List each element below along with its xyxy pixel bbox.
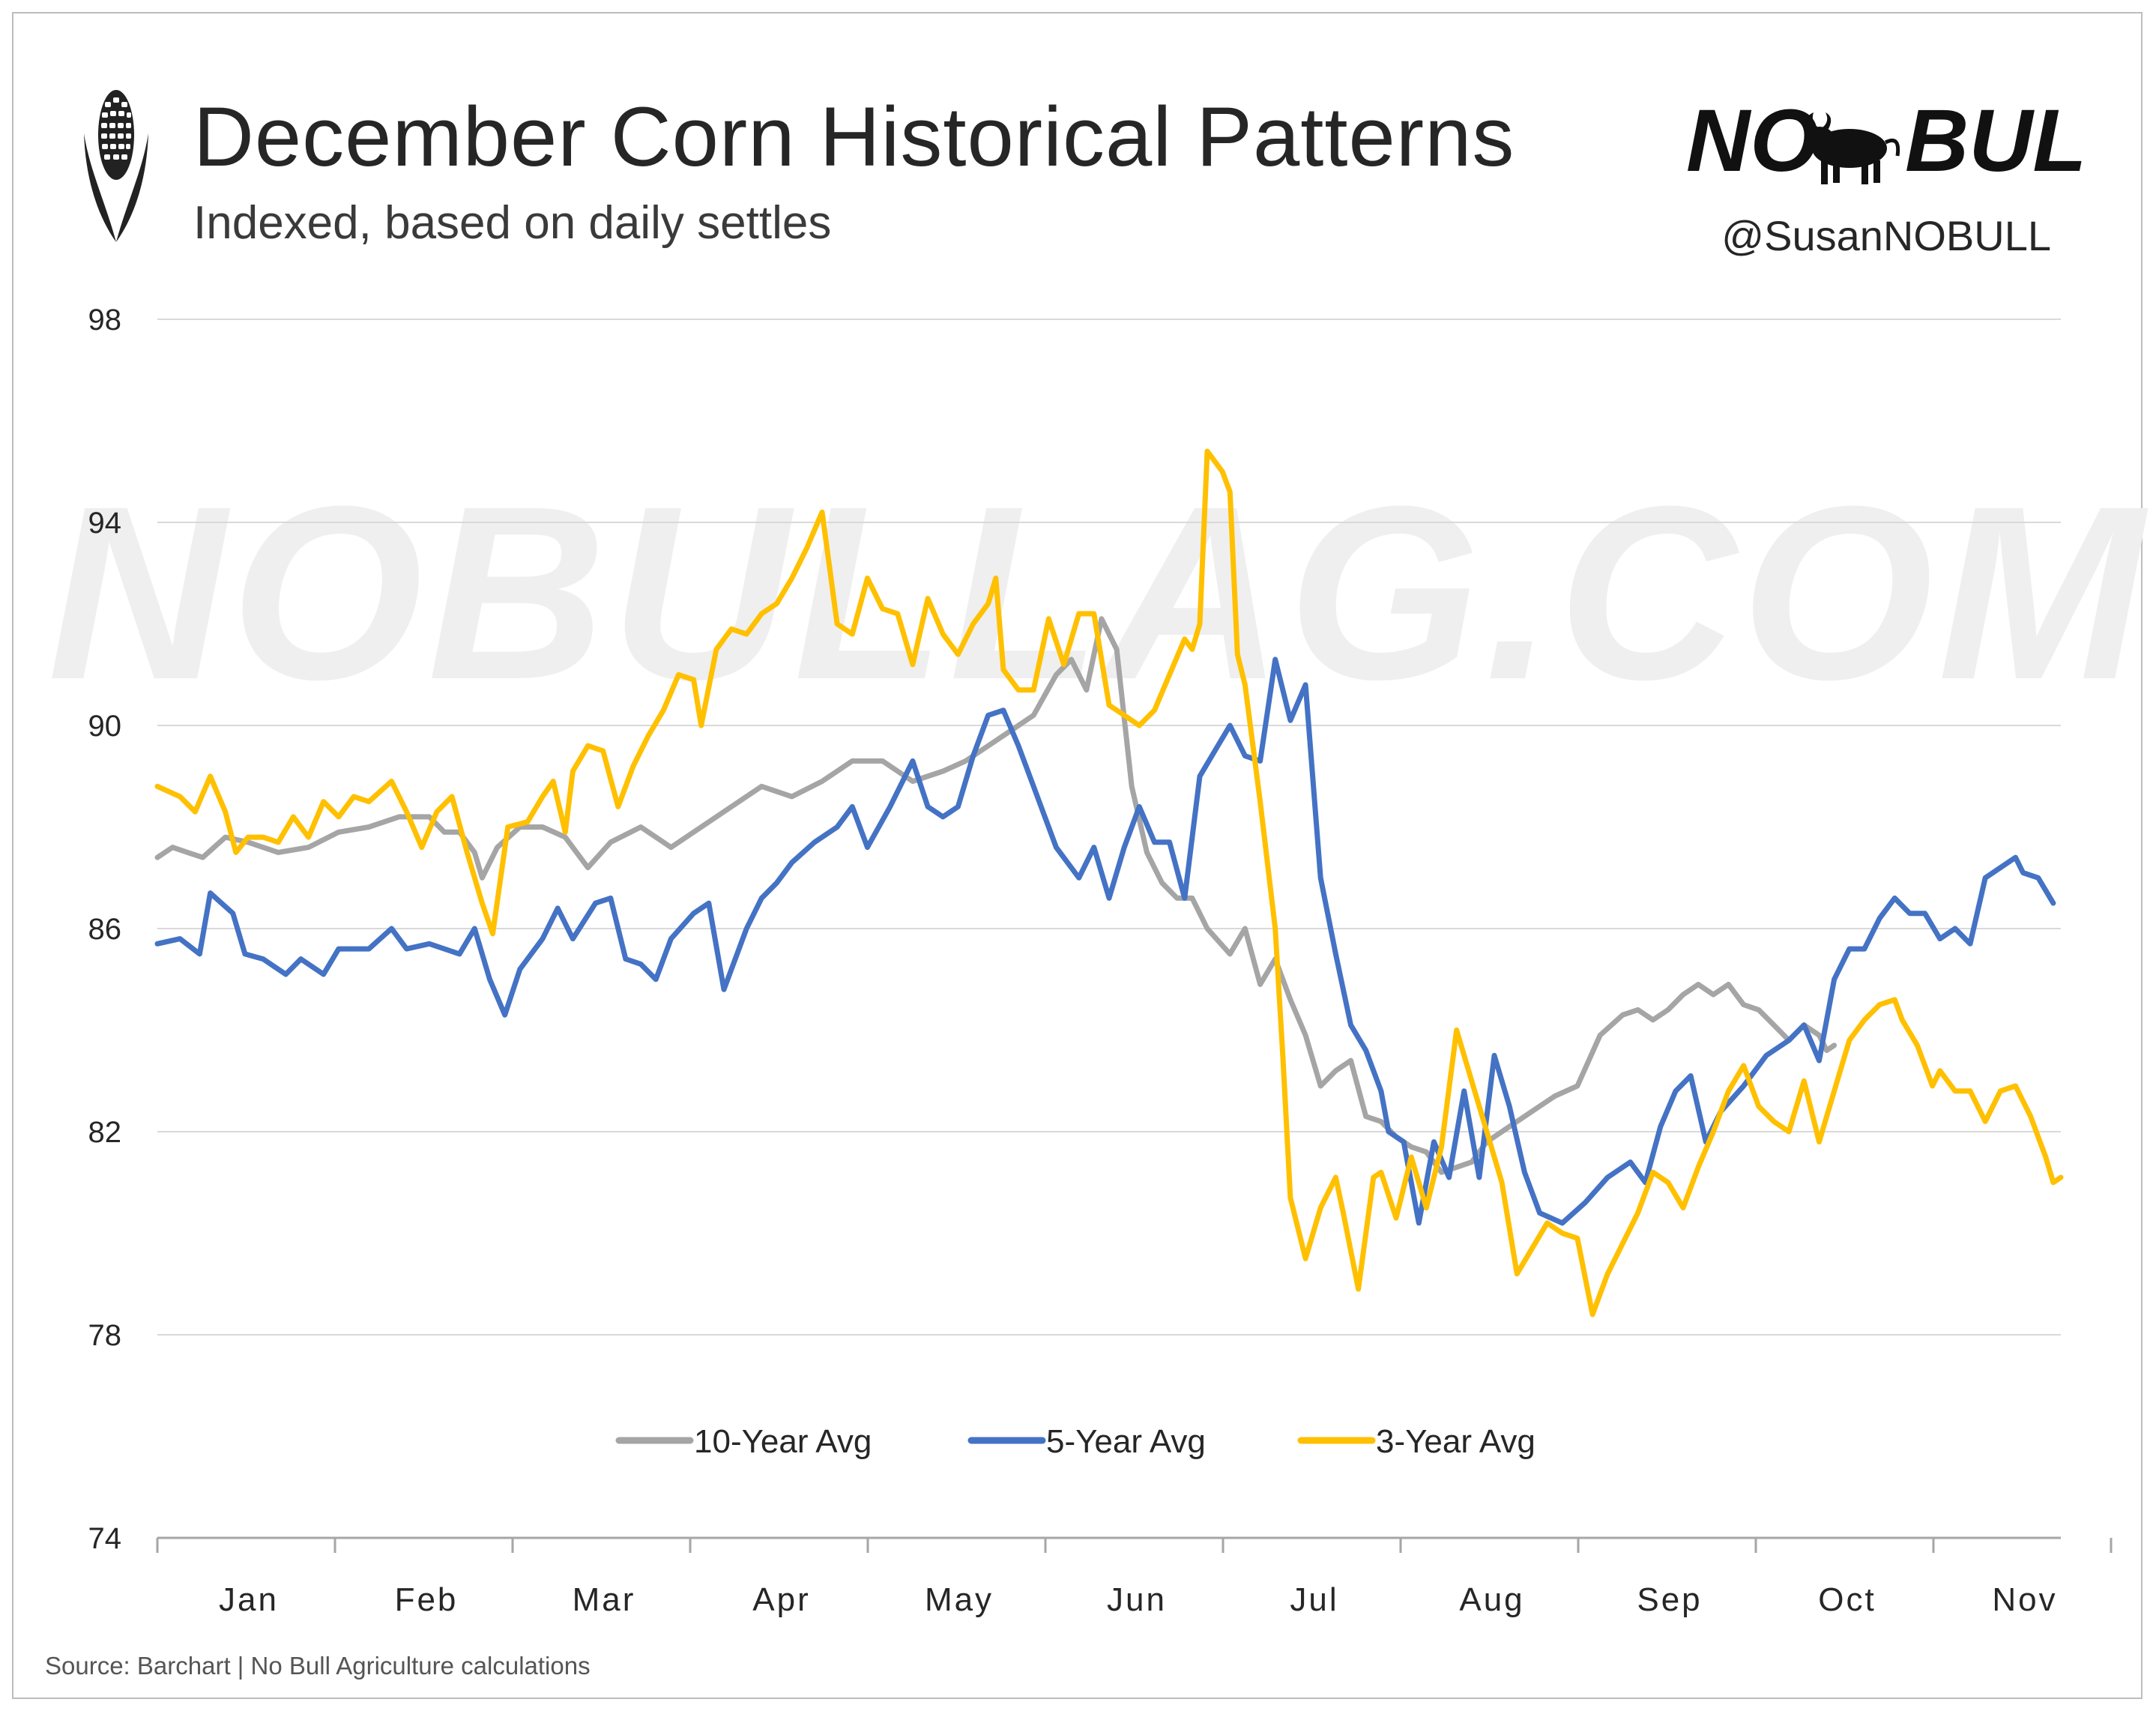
legend: 10-Year Avg 5-Year Avg 3-Year Avg (615, 1423, 1536, 1460)
y-tick-label: 78 (88, 1319, 122, 1352)
x-tick-label-sep: Sep (1637, 1581, 1702, 1618)
y-tick-label: 94 (88, 507, 122, 540)
x-axis: Jan Feb Mar Apr May Jun Jul Aug Sep Oct Nov (156, 1536, 2113, 1618)
y-tick-label: 82 (88, 1116, 122, 1149)
series-line-5yr (154, 657, 2056, 1226)
x-tick-label-oct: Oct (1818, 1581, 1876, 1618)
legend-item: 3-Year Avg (1297, 1423, 1536, 1460)
chart-title: December Corn Historical Patterns (193, 90, 1515, 184)
watermark-text: NOBULLAG.COM (47, 454, 2150, 731)
chart-frame (12, 12, 2143, 1699)
logo-no-text: NO (1686, 91, 1819, 190)
corn-icon (84, 90, 148, 242)
series-lines (154, 448, 2064, 1318)
legend-label: 10-Year Avg (694, 1423, 872, 1460)
x-tick-label-feb: Feb (395, 1581, 459, 1618)
x-tick-label-may: May (925, 1581, 994, 1618)
y-tick-label: 86 (88, 913, 122, 946)
x-tick-label-aug: Aug (1459, 1581, 1524, 1618)
source-note: Source: Barchart | No Bull Agriculture c… (45, 1652, 591, 1680)
chart-subtitle: Indexed, based on daily settles (193, 197, 832, 249)
legend-item: 5-Year Avg (967, 1423, 1206, 1460)
no-bull-logo: NO BULL (1686, 91, 2083, 190)
legend-label: 3-Year Avg (1376, 1423, 1536, 1460)
x-tick-label-mar: Mar (573, 1581, 636, 1618)
x-tick-label-jun: Jun (1107, 1581, 1167, 1618)
twitter-handle[interactable]: @SusanNOBULL (1721, 212, 2051, 259)
y-tick-label: 98 (88, 304, 122, 337)
y-tick-label: 74 (88, 1522, 122, 1555)
x-tick-label-jul: Jul (1290, 1581, 1338, 1618)
bull-icon (1805, 112, 1900, 184)
logo-bull-text: BULL (1905, 91, 2083, 190)
legend-item: 10-Year Avg (615, 1423, 872, 1460)
x-tick-label-apr: Apr (752, 1581, 810, 1618)
legend-label: 5-Year Avg (1046, 1423, 1206, 1460)
series-line-3yr (154, 448, 2064, 1318)
series-line-10yr (154, 616, 1838, 1175)
y-tick-label: 90 (88, 710, 122, 743)
y-axis-ticks: 74 78 82 86 90 94 98 (88, 304, 122, 1555)
x-tick-label-jan: Jan (219, 1581, 279, 1618)
x-tick-label-nov: Nov (1992, 1581, 2057, 1618)
